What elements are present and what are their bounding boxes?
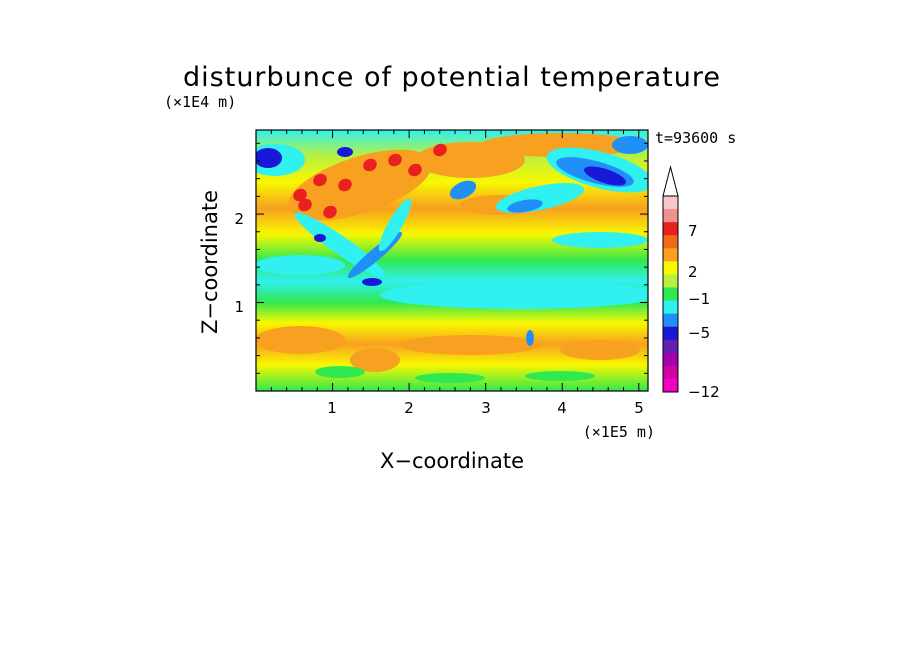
field-blob [313, 173, 327, 187]
field-blob [314, 234, 326, 242]
colorbar-cell [663, 313, 678, 327]
colorbar-cell [663, 352, 678, 367]
colorbar-cells [663, 196, 678, 393]
colorbar-cell [663, 287, 678, 301]
field-blob [560, 340, 640, 360]
colorbar-label: 7 [688, 222, 698, 240]
field-blob [256, 148, 282, 168]
colorbar-cell [663, 274, 678, 288]
field-blob [363, 158, 377, 172]
field-blob [362, 278, 382, 286]
colorbar-arrow [662, 165, 679, 197]
field-blob [525, 371, 595, 381]
axis-ticks [256, 130, 648, 391]
x-tick-label: 1 [327, 399, 337, 417]
colorbar-label: −12 [688, 383, 720, 401]
colorbar-cell [663, 326, 678, 341]
field-blob [433, 143, 447, 157]
field-blob [378, 198, 412, 252]
x-axis-label: X−coordinate [380, 449, 524, 473]
y-tick-label: 2 [234, 210, 244, 228]
colorbar-cell [663, 378, 678, 393]
colorbar-frame [662, 195, 679, 393]
colorbar-cell [663, 209, 678, 223]
x-unit-label: (×1E5 m) [583, 423, 655, 441]
chart-title: disturbunce of potential temperature [183, 62, 721, 93]
colorbar-cell [663, 235, 678, 249]
colorbar-cell [663, 365, 678, 380]
colorbar: 7 2 −1 −5 −12 [662, 165, 720, 401]
field-blob [323, 205, 337, 219]
field-blob [288, 149, 432, 221]
field-blob [415, 373, 485, 383]
colorbar-cell [663, 261, 678, 275]
field-blob [293, 188, 307, 202]
colorbar-cell [663, 248, 678, 262]
x-tick-label: 3 [481, 399, 491, 417]
field-blob [350, 348, 400, 372]
field-blob [507, 199, 543, 213]
field-blob [612, 136, 648, 154]
field-blob [256, 326, 345, 354]
colorbar-label: −1 [688, 290, 710, 308]
colorbar-cell [663, 222, 678, 236]
field-blob [400, 335, 540, 355]
field-blob [408, 163, 422, 177]
x-tick-label: 2 [404, 399, 414, 417]
x-tick-label: 5 [634, 399, 644, 417]
time-label: t=93600 s [655, 129, 736, 147]
field-blob [380, 281, 648, 309]
field-blob [480, 133, 640, 157]
y-axis-label: Z−coordinate [198, 190, 222, 334]
y-unit-label: (×1E4 m) [164, 93, 236, 111]
colorbar-cell [663, 339, 678, 354]
field-blob [583, 166, 627, 186]
x-tick-labels: 1 2 3 4 5 [327, 399, 644, 417]
field-blob [337, 147, 353, 157]
field-blob [338, 178, 352, 192]
x-tick-label: 4 [557, 399, 567, 417]
y-tick-labels: 1 2 [234, 210, 244, 316]
field-blobs [256, 133, 648, 383]
field-blob [298, 198, 312, 212]
contour-field [256, 130, 648, 391]
colorbar-label: −5 [688, 324, 710, 342]
plot-frame [255, 129, 649, 392]
field-blob [552, 232, 648, 248]
field-blob [526, 330, 534, 346]
colorbar-cell [663, 196, 678, 210]
field-blob [449, 180, 477, 200]
field-blob [315, 366, 365, 378]
field-blob [256, 255, 345, 275]
y-tick-label: 1 [234, 298, 244, 316]
field-blob [388, 153, 402, 167]
colorbar-label: 2 [688, 263, 698, 281]
colorbar-cell [663, 300, 678, 314]
